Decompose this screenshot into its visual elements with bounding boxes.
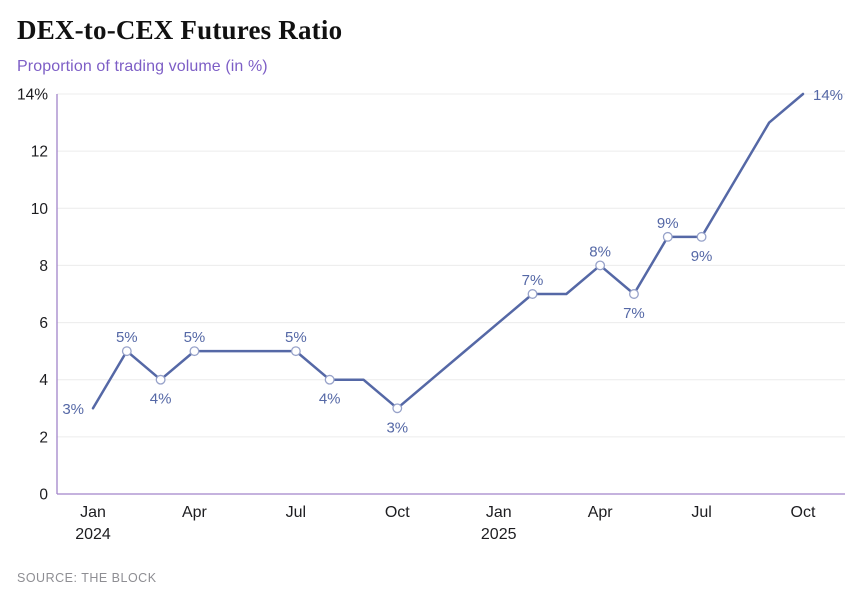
data-point-label: 5%	[116, 329, 138, 346]
x-axis-tick-label: Jan	[486, 504, 512, 521]
page-title: DEX-to-CEX Futures Ratio	[17, 15, 343, 45]
x-axis-tick-label: Jul	[691, 504, 711, 521]
data-point-label: 8%	[589, 244, 611, 261]
data-point-marker	[392, 403, 403, 414]
data-point-marker	[189, 346, 200, 357]
x-axis-year-label: 2025	[481, 526, 517, 543]
series-line	[91, 93, 805, 410]
x-axis-tick-label: Jan	[80, 504, 106, 521]
y-axis-tick-label: 8	[39, 258, 48, 275]
y-axis-tick-label: 10	[31, 201, 49, 218]
y-axis-tick-label: 4	[39, 373, 48, 390]
data-point-label: 4%	[319, 391, 341, 408]
data-point-marker	[121, 346, 132, 357]
data-point-label: 3%	[386, 420, 408, 437]
x-axis-tick-label: Apr	[588, 504, 614, 521]
y-axis-tick-label: 6	[39, 315, 48, 332]
x-axis-tick-label: Apr	[182, 504, 208, 521]
data-point-label: 7%	[522, 272, 544, 289]
x-axis-tick-label: Oct	[791, 504, 816, 521]
data-point-label: 4%	[150, 391, 172, 408]
data-point-marker	[662, 232, 673, 243]
y-axis-tick-label: 2	[39, 430, 48, 447]
chart-subtitle: Proportion of trading volume (in %)	[17, 58, 268, 76]
data-point-label: 7%	[623, 305, 645, 322]
y-axis-tick-label: 0	[39, 487, 48, 504]
data-point-label: 5%	[184, 329, 206, 346]
x-axis-tick-label: Oct	[385, 504, 410, 521]
data-point-marker	[696, 232, 707, 243]
y-axis-tick-label: 14%	[17, 87, 48, 104]
data-point-label: 9%	[657, 215, 679, 232]
data-point-marker	[324, 375, 335, 386]
x-axis-year-label: 2024	[75, 526, 111, 543]
x-axis-tick-label: Jul	[286, 504, 306, 521]
data-point-label: 9%	[691, 248, 713, 265]
source-credit: SOURCE: THE BLOCK	[17, 571, 157, 586]
y-axis-tick-label: 12	[31, 144, 48, 161]
data-point-marker	[527, 289, 538, 300]
data-point-label: 3%	[62, 401, 84, 418]
data-point-marker	[155, 375, 166, 386]
data-point-label: 5%	[285, 329, 307, 346]
line-chart: 0 2 4 6 8 10 12 14% Jan 2024 Apr Jul Oct Jan 2025 Apr Ju…	[17, 87, 845, 543]
data-point-marker	[629, 289, 639, 300]
data-point-marker	[290, 346, 301, 357]
data-point-marker	[595, 260, 606, 271]
data-point-label: 14%	[813, 87, 843, 104]
